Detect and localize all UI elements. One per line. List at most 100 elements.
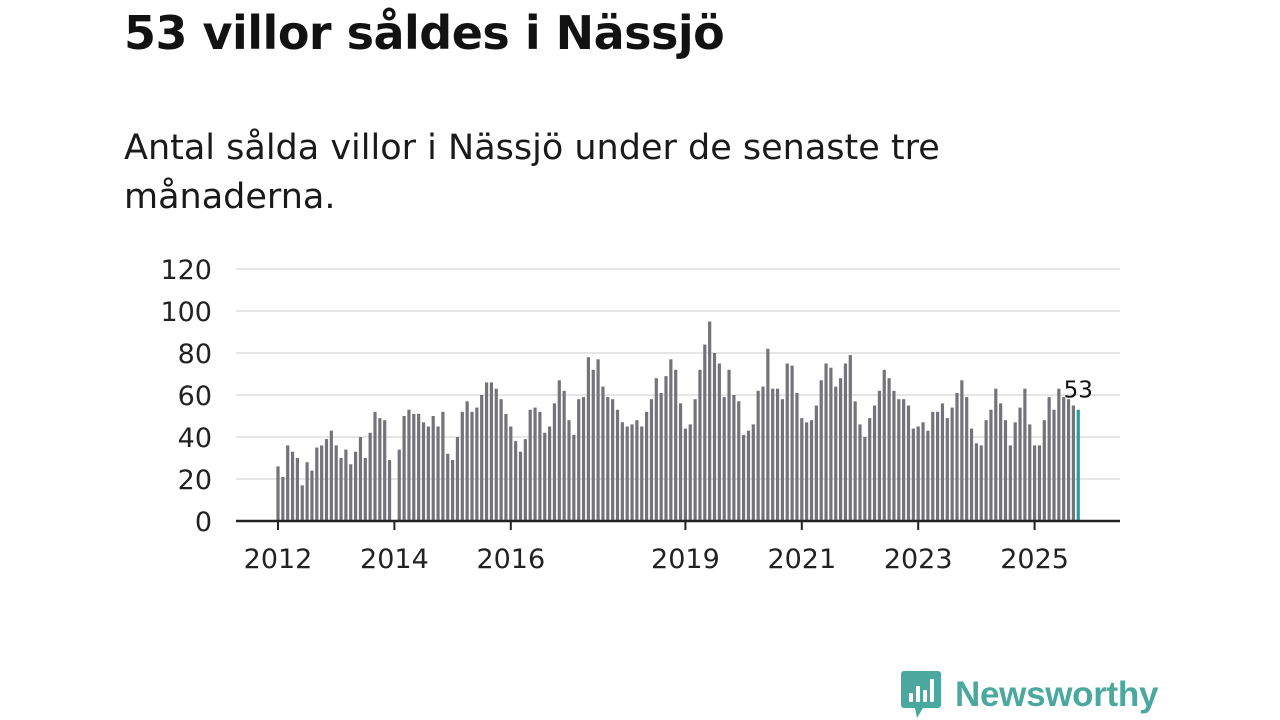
newsworthy-bar-chart-icon <box>901 671 941 718</box>
bar <box>310 470 314 521</box>
bar <box>538 411 542 521</box>
bar <box>489 382 493 521</box>
bar <box>475 407 479 521</box>
bar <box>897 399 901 521</box>
y-tick-label: 20 <box>178 465 212 496</box>
y-tick-label: 40 <box>178 423 212 454</box>
bar <box>1003 420 1008 521</box>
bar <box>509 426 513 521</box>
bar <box>809 420 814 521</box>
bar <box>712 353 717 521</box>
bar <box>785 363 789 521</box>
bar <box>965 397 969 521</box>
bar <box>504 413 508 521</box>
x-tick-label: 2023 <box>884 544 953 575</box>
bar <box>989 409 993 521</box>
x-tick-label: 2025 <box>1000 544 1069 575</box>
bar <box>402 416 406 521</box>
bar <box>436 426 440 521</box>
x-tick-label: 2012 <box>244 544 313 575</box>
bar <box>843 363 848 521</box>
bar <box>441 411 445 521</box>
bar <box>358 437 363 521</box>
bar <box>378 418 382 521</box>
bar <box>572 434 576 521</box>
bar <box>334 445 338 521</box>
bar <box>368 432 372 521</box>
bar <box>892 390 896 521</box>
latest-value-label: 53 <box>1064 378 1093 404</box>
bar <box>766 348 770 521</box>
bar <box>722 397 726 521</box>
bar <box>717 363 721 521</box>
bar <box>902 399 906 521</box>
bar <box>363 458 367 521</box>
bar <box>872 405 877 521</box>
bar <box>1013 422 1017 521</box>
bar <box>451 460 455 521</box>
bar <box>683 428 687 521</box>
bar <box>1008 445 1012 521</box>
bar <box>339 458 343 521</box>
bar <box>431 416 435 521</box>
y-tick-label: 120 <box>160 255 212 286</box>
bar <box>674 369 678 521</box>
bar <box>567 420 571 521</box>
bar <box>834 386 838 521</box>
bar <box>960 380 964 521</box>
bar <box>708 321 712 521</box>
x-tick-label: 2016 <box>476 544 545 575</box>
bar <box>455 437 460 521</box>
bar <box>678 403 683 521</box>
bar <box>751 424 755 521</box>
bar <box>523 439 527 521</box>
bar <box>688 424 692 521</box>
bar <box>659 392 663 521</box>
bar <box>756 390 760 521</box>
bar <box>548 426 552 521</box>
bar <box>853 401 857 521</box>
bar <box>611 399 615 521</box>
bar <box>465 401 469 521</box>
bar <box>528 409 532 521</box>
bar <box>868 418 872 521</box>
bar <box>936 411 940 521</box>
bar <box>543 432 547 521</box>
bar <box>1047 397 1051 521</box>
bar <box>969 428 974 521</box>
bar <box>412 413 416 521</box>
bar <box>1037 445 1042 521</box>
bar <box>329 430 333 521</box>
y-tick-label: 60 <box>178 381 212 412</box>
bar <box>494 388 498 521</box>
bar <box>994 388 998 521</box>
y-tick-label: 0 <box>195 507 212 538</box>
bar <box>1028 424 1032 521</box>
bar <box>746 430 751 521</box>
bar <box>1052 409 1056 521</box>
bar <box>955 392 959 521</box>
bar <box>931 411 935 521</box>
bar <box>286 445 290 521</box>
bar <box>426 426 430 521</box>
bar <box>950 407 954 521</box>
bar <box>383 420 387 521</box>
bar <box>315 447 319 521</box>
bar <box>887 378 891 521</box>
bar <box>480 395 484 521</box>
bar <box>1018 407 1022 521</box>
bar <box>979 445 983 521</box>
bar <box>417 413 421 521</box>
bar <box>518 451 523 521</box>
bar <box>882 369 886 521</box>
bar <box>916 426 920 521</box>
bar <box>596 359 600 521</box>
bar <box>591 369 595 521</box>
bar <box>577 399 581 521</box>
bar <box>703 344 707 521</box>
bar <box>397 449 401 521</box>
bar <box>877 390 881 521</box>
bar-latest <box>1076 409 1080 521</box>
bar <box>698 369 702 521</box>
bar <box>1066 399 1071 521</box>
